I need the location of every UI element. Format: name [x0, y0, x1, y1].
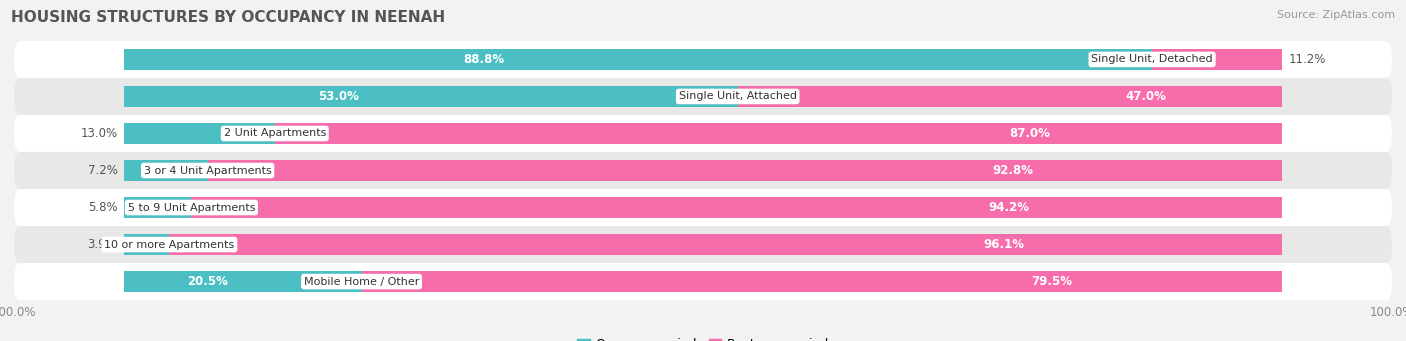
Bar — [1152, 49, 1282, 70]
Text: 3.9%: 3.9% — [87, 238, 118, 251]
Bar — [208, 160, 1282, 181]
Text: 92.8%: 92.8% — [993, 164, 1033, 177]
Bar — [124, 197, 191, 218]
Text: HOUSING STRUCTURES BY OCCUPANCY IN NEENAH: HOUSING STRUCTURES BY OCCUPANCY IN NEENA… — [11, 10, 446, 25]
Bar — [124, 49, 1152, 70]
Text: 79.5%: 79.5% — [1031, 275, 1073, 288]
Bar — [191, 197, 1282, 218]
Bar — [124, 86, 738, 107]
FancyBboxPatch shape — [14, 41, 1392, 78]
Text: 20.5%: 20.5% — [187, 275, 228, 288]
Bar — [124, 123, 274, 144]
Text: 3 or 4 Unit Apartments: 3 or 4 Unit Apartments — [143, 165, 271, 176]
Text: 13.0%: 13.0% — [80, 127, 118, 140]
Bar — [124, 271, 361, 292]
FancyBboxPatch shape — [14, 263, 1392, 300]
Text: 53.0%: 53.0% — [319, 90, 360, 103]
Text: Single Unit, Attached: Single Unit, Attached — [679, 91, 797, 102]
Text: Single Unit, Detached: Single Unit, Detached — [1091, 55, 1213, 64]
Text: 96.1%: 96.1% — [983, 238, 1024, 251]
Text: 5 to 9 Unit Apartments: 5 to 9 Unit Apartments — [128, 203, 254, 212]
Text: 2 Unit Apartments: 2 Unit Apartments — [224, 129, 326, 138]
Text: 88.8%: 88.8% — [464, 53, 505, 66]
FancyBboxPatch shape — [14, 115, 1392, 152]
Text: Mobile Home / Other: Mobile Home / Other — [304, 277, 419, 286]
Bar — [274, 123, 1282, 144]
Text: 5.8%: 5.8% — [87, 201, 118, 214]
Text: 10 or more Apartments: 10 or more Apartments — [104, 239, 235, 250]
Text: 7.2%: 7.2% — [87, 164, 118, 177]
Bar — [124, 234, 170, 255]
Text: 94.2%: 94.2% — [988, 201, 1029, 214]
Bar — [738, 86, 1282, 107]
Bar — [124, 160, 208, 181]
Bar — [361, 271, 1282, 292]
Text: 87.0%: 87.0% — [1010, 127, 1050, 140]
Text: 11.2%: 11.2% — [1289, 53, 1326, 66]
Text: Source: ZipAtlas.com: Source: ZipAtlas.com — [1277, 10, 1395, 20]
Bar — [170, 234, 1282, 255]
FancyBboxPatch shape — [14, 78, 1392, 115]
Text: 47.0%: 47.0% — [1125, 90, 1166, 103]
Legend: Owner-occupied, Renter-occupied: Owner-occupied, Renter-occupied — [578, 338, 828, 341]
FancyBboxPatch shape — [14, 226, 1392, 263]
FancyBboxPatch shape — [14, 189, 1392, 226]
FancyBboxPatch shape — [14, 152, 1392, 189]
